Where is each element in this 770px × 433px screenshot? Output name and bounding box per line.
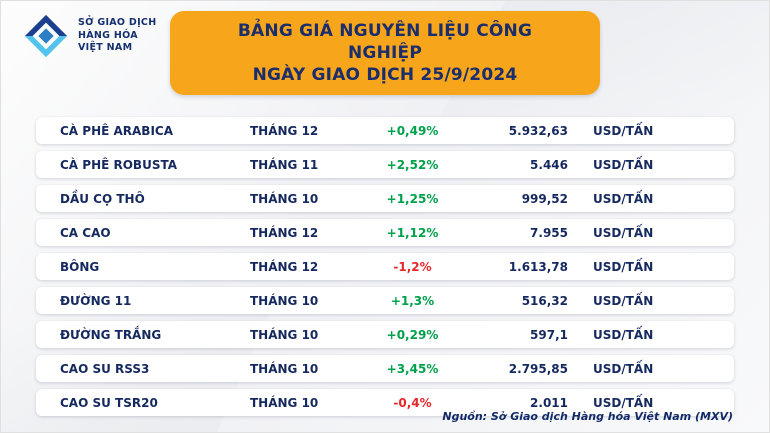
price-unit: USD/TẤN <box>593 293 654 308</box>
change-percent: +2,52% <box>386 157 439 172</box>
table-row: CA CAO THÁNG 12 +1,12% 7.955 USD/TẤN <box>36 219 734 246</box>
mxv-logo-icon <box>24 14 68 58</box>
price-value: 597,1 <box>530 327 568 342</box>
price-value: 7.955 <box>530 225 568 240</box>
commodity-name: CA CAO <box>60 225 111 240</box>
table-row: CÀ PHÊ ROBUSTA THÁNG 11 +2,52% 5.446 USD… <box>36 151 734 178</box>
source-note: Nguồn: Sở Giao dịch Hàng hóa Việt Nam (M… <box>442 410 733 423</box>
price-value: 5.932,63 <box>508 123 568 138</box>
price-unit: USD/TẤN <box>593 225 654 240</box>
table-row: CAO SU RSS3 THÁNG 10 +3,45% 2.795,85 USD… <box>36 355 734 382</box>
change-percent: +3,45% <box>386 361 439 376</box>
commodity-name: CAO SU RSS3 <box>60 361 150 376</box>
commodity-name: ĐƯỜNG 11 <box>60 293 132 308</box>
price-unit: USD/TẤN <box>593 327 654 342</box>
price-unit: USD/TẤN <box>593 123 654 138</box>
contract-month: THÁNG 10 <box>250 191 319 206</box>
price-value: 516,32 <box>521 293 568 308</box>
commodity-name: BÔNG <box>60 259 100 274</box>
price-value: 999,52 <box>521 191 568 206</box>
contract-month: THÁNG 10 <box>250 293 319 308</box>
mxv-logo: SỞ GIAO DỊCH HÀNG HÓA VIỆT NAM <box>23 13 156 59</box>
logo-line-2: HÀNG HÓA <box>78 29 138 41</box>
change-percent: +1,12% <box>386 225 439 240</box>
change-percent: +0,29% <box>386 327 439 342</box>
table-row: DẦU CỌ THÔ THÁNG 10 +1,25% 999,52 USD/TẤ… <box>36 185 734 212</box>
price-unit: USD/TẤN <box>593 191 654 206</box>
change-percent: -0,4% <box>393 395 432 410</box>
price-table: CÀ PHÊ ARABICA THÁNG 12 +0,49% 5.932,63 … <box>36 117 734 416</box>
commodity-name: ĐƯỜNG TRẮNG <box>60 327 162 342</box>
mxv-logo-text: SỞ GIAO DỊCH HÀNG HÓA VIỆT NAM <box>78 17 156 54</box>
table-row: BÔNG THÁNG 12 -1,2% 1.613,78 USD/TẤN <box>36 253 734 280</box>
table-row: ĐƯỜNG 11 THÁNG 10 +1,3% 516,32 USD/TẤN <box>36 287 734 314</box>
contract-month: THÁNG 12 <box>250 225 319 240</box>
banner-title-line-1: BẢNG GIÁ NGUYÊN LIỆU CÔNG NGHIỆP <box>237 21 533 63</box>
table-row: CAO SU TSR20 THÁNG 10 -0,4% 2.011 USD/TẤ… <box>36 389 734 416</box>
commodity-name: CAO SU TSR20 <box>60 395 158 410</box>
contract-month: THÁNG 11 <box>250 157 319 172</box>
contract-month: THÁNG 12 <box>250 259 319 274</box>
table-row: ĐƯỜNG TRẮNG THÁNG 10 +0,29% 597,1 USD/TẤ… <box>36 321 734 348</box>
change-percent: +1,25% <box>386 191 439 206</box>
change-percent: +0,49% <box>386 123 439 138</box>
banner-title-line-2: NGÀY GIAO DỊCH 25/9/2024 <box>252 65 518 85</box>
price-value: 5.446 <box>530 157 568 172</box>
price-unit: USD/TẤN <box>593 157 654 172</box>
logo-line-1: SỞ GIAO DỊCH <box>78 17 157 29</box>
change-percent: -1,2% <box>393 259 432 274</box>
commodity-name: CÀ PHÊ ARABICA <box>60 123 174 138</box>
change-percent: +1,3% <box>390 293 435 308</box>
title-banner: BẢNG GIÁ NGUYÊN LIỆU CÔNG NGHIỆP NGÀY GI… <box>170 11 600 95</box>
price-value: 2.795,85 <box>508 361 568 376</box>
price-value: 2.011 <box>530 395 568 410</box>
contract-month: THÁNG 12 <box>250 123 319 138</box>
price-unit: USD/TẤN <box>593 395 654 410</box>
price-value: 1.613,78 <box>508 259 568 274</box>
price-unit: USD/TẤN <box>593 259 654 274</box>
price-unit: USD/TẤN <box>593 361 654 376</box>
commodity-name: DẦU CỌ THÔ <box>60 191 145 206</box>
logo-line-3: VIỆT NAM <box>78 42 133 54</box>
contract-month: THÁNG 10 <box>250 327 319 342</box>
commodity-name: CÀ PHÊ ROBUSTA <box>60 157 177 172</box>
contract-month: THÁNG 10 <box>250 361 319 376</box>
table-row: CÀ PHÊ ARABICA THÁNG 12 +0,49% 5.932,63 … <box>36 117 734 144</box>
contract-month: THÁNG 10 <box>250 395 319 410</box>
